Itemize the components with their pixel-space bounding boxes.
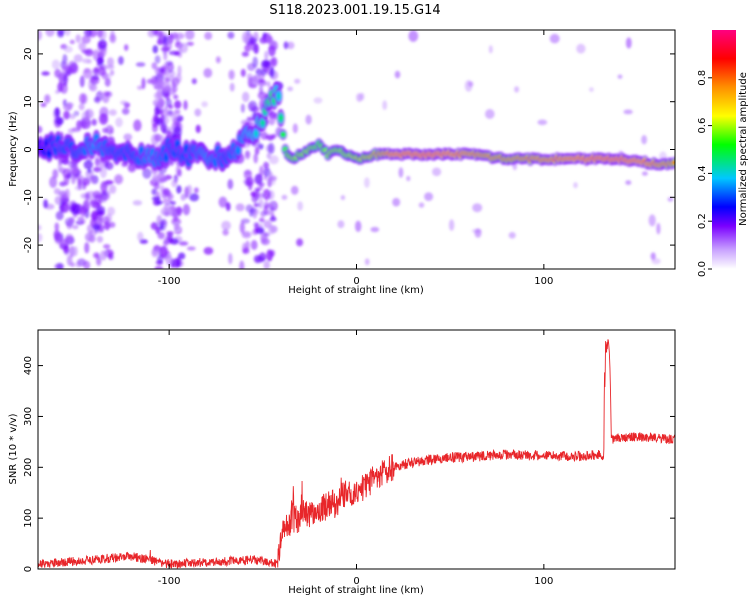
figure-title: S118.2023.001.19.15.G14 — [269, 3, 440, 18]
colorbar-gradient — [712, 30, 736, 269]
snr-plot-area — [38, 339, 675, 569]
snr-xtick-label: -100 — [158, 576, 181, 587]
snr-ytick-label: 300 — [23, 407, 34, 426]
snr-xlabel: Height of straight line (km) — [288, 585, 424, 596]
spectrogram-ytick-label: -20 — [23, 237, 34, 253]
spectrogram-ylabel: Frequency (Hz) — [8, 111, 19, 187]
colorbar: 0.0 0.2 0.4 0.6 0.8 Normalized spectral ampl… — [697, 30, 749, 277]
spectrogram-ytick-label: -10 — [23, 189, 34, 205]
snr-xtick-label: 0 — [353, 576, 359, 587]
colorbar-label: Normalized spectral amplitude — [738, 72, 749, 226]
colorbar-tick-label: 0.8 — [697, 70, 708, 86]
snr-frame — [37, 329, 676, 570]
snr-ylabel: SNR (10 * v/v) — [8, 413, 19, 484]
snr-ytick-label: 200 — [23, 458, 34, 477]
spectrogram-xlabel: Height of straight line (km) — [288, 285, 424, 296]
spectrogram-area — [38, 30, 675, 269]
snr-ticks: -100 0 100 0 100 200 300 400 — [23, 330, 675, 587]
snr-ytick-label: 100 — [23, 509, 34, 528]
colorbar-tick-label: 0.0 — [697, 261, 708, 277]
snr-series-line — [38, 339, 675, 569]
spectrogram-xtick-label: 100 — [534, 276, 553, 287]
colorbar-ticks: 0.0 0.2 0.4 0.6 0.8 — [697, 70, 712, 277]
snr-xtick-label: 100 — [534, 576, 553, 587]
spectrogram-xtick-label: 0 — [353, 276, 359, 287]
spectrogram-ytick-label: 0 — [23, 146, 34, 152]
colorbar-tick-label: 0.6 — [697, 118, 708, 134]
snr-ytick-label: 400 — [23, 356, 34, 375]
colorbar-tick-label: 0.2 — [697, 213, 708, 229]
snr-ytick-label: 0 — [23, 566, 34, 572]
spectrogram-ytick-label: 20 — [23, 48, 34, 61]
snr-panel: -100 0 100 0 100 200 300 400 Height of straight… — [8, 329, 676, 596]
colorbar-tick-label: 0.4 — [697, 165, 708, 181]
spectrogram-xtick-label: -100 — [158, 276, 181, 287]
peak-band — [38, 81, 675, 172]
spectrogram-ytick-label: 10 — [23, 95, 34, 108]
